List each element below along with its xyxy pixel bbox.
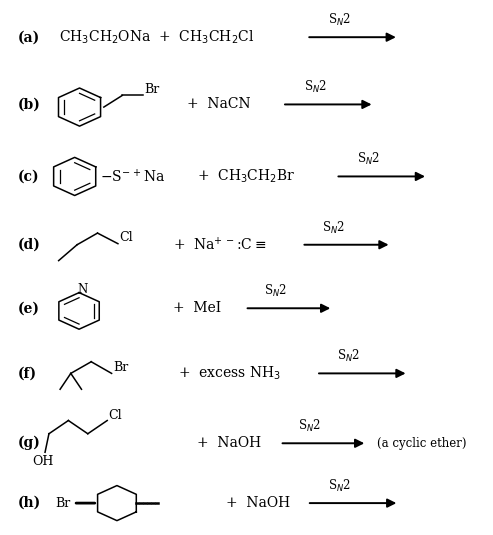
Text: +  NaOH: + NaOH (197, 436, 261, 450)
Text: Br: Br (113, 361, 128, 373)
Text: Br: Br (144, 82, 159, 96)
Text: OH: OH (33, 455, 54, 468)
Text: S$_N$2: S$_N$2 (264, 283, 287, 299)
Text: S$_N$2: S$_N$2 (321, 220, 345, 236)
Text: +  excess NH$_3$: + excess NH$_3$ (177, 365, 281, 382)
Text: (e): (e) (17, 301, 39, 315)
Text: CH$_3$CH$_2$ONa  +  CH$_3$CH$_2$Cl: CH$_3$CH$_2$ONa + CH$_3$CH$_2$Cl (59, 28, 254, 46)
Text: S$_N$2: S$_N$2 (328, 478, 351, 494)
Text: S$_N$2: S$_N$2 (327, 12, 351, 28)
Text: +  MeI: + MeI (173, 301, 221, 315)
Text: (d): (d) (17, 238, 40, 252)
Text: (a): (a) (17, 30, 39, 44)
Text: (f): (f) (17, 366, 36, 380)
Text: +  CH$_3$CH$_2$Br: + CH$_3$CH$_2$Br (197, 168, 295, 185)
Text: +  NaCN: + NaCN (187, 97, 251, 111)
Text: (c): (c) (17, 170, 39, 184)
Text: Cl: Cl (108, 409, 122, 422)
Text: +  NaOH: + NaOH (226, 496, 290, 510)
Text: N: N (77, 283, 87, 296)
Text: S$_N$2: S$_N$2 (337, 348, 360, 364)
Text: (a cyclic ether): (a cyclic ether) (377, 437, 466, 450)
Text: (b): (b) (17, 97, 40, 111)
Text: S$_N$2: S$_N$2 (356, 151, 380, 167)
Text: $-$S$^{-\,+}$Na: $-$S$^{-\,+}$Na (101, 168, 166, 185)
Text: S$_N$2: S$_N$2 (304, 79, 327, 95)
Text: S$_N$2: S$_N$2 (298, 418, 321, 434)
Text: (g): (g) (17, 436, 40, 450)
Text: Cl: Cl (119, 231, 133, 244)
Text: (h): (h) (17, 496, 40, 510)
Text: Br: Br (56, 496, 71, 510)
Text: +  Na$^{+\,-}$:C$\equiv$: + Na$^{+\,-}$:C$\equiv$ (173, 236, 266, 254)
